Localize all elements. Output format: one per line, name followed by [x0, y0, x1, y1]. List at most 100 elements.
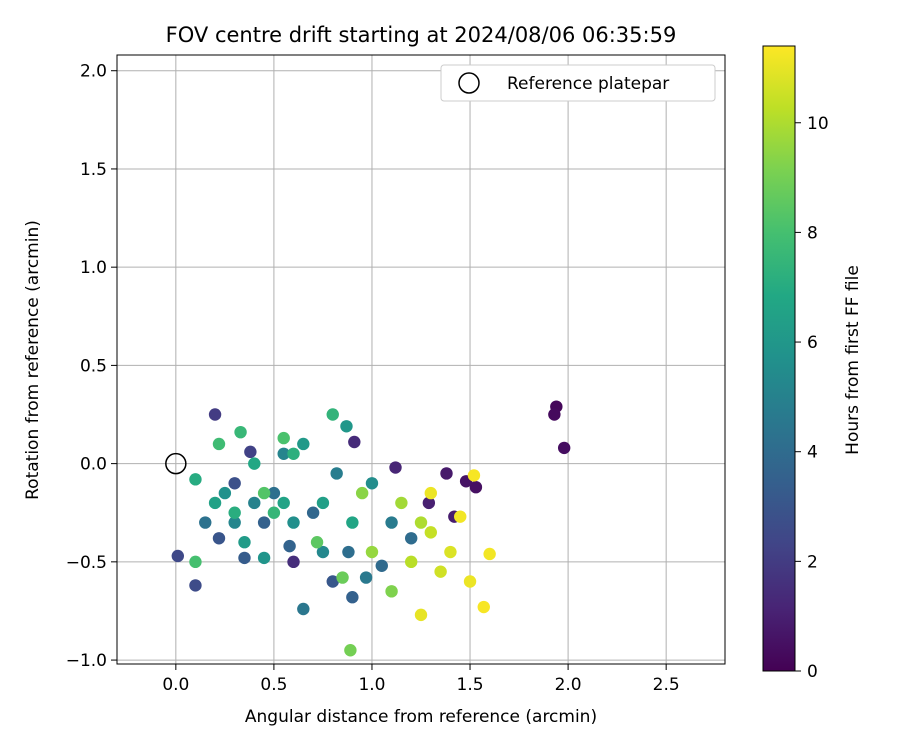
colorbar-tick-label: 2	[807, 552, 818, 572]
data-point	[228, 516, 241, 529]
data-point	[365, 477, 379, 490]
data-point	[218, 486, 232, 500]
data-point	[287, 555, 300, 569]
x-tick-label: 1.5	[457, 675, 484, 695]
data-point	[228, 477, 241, 490]
y-tick-label: −1.0	[66, 651, 107, 671]
data-point	[208, 408, 222, 421]
legend-marker	[458, 72, 480, 94]
y-tick-label: 2.0	[80, 62, 107, 82]
data-point	[277, 496, 290, 510]
data-point	[238, 551, 251, 565]
data-point	[316, 496, 330, 510]
colorbar-gradient	[762, 45, 796, 672]
grid	[117, 55, 725, 664]
data-point	[257, 551, 271, 565]
data-point	[326, 575, 339, 588]
data-point	[346, 591, 359, 604]
y-ticks: −1.0 −0.5 0.0 0.5 1.0 1.5 2.0	[66, 62, 117, 671]
data-point	[336, 571, 349, 584]
data-point	[385, 585, 398, 598]
legend: Reference platepar	[440, 64, 716, 102]
data-point	[248, 457, 261, 470]
x-tick-label: 2.0	[555, 675, 582, 695]
y-tick-label: 0.0	[80, 455, 107, 475]
data-point	[557, 441, 571, 455]
data-point	[287, 516, 300, 529]
data-point	[414, 516, 428, 529]
data-point	[316, 545, 330, 559]
data-point	[424, 526, 438, 539]
colorbar-tick-label: 6	[807, 333, 818, 353]
y-tick-label: 1.5	[80, 160, 107, 180]
x-tick-label: 1.0	[358, 675, 385, 695]
y-tick-label: −0.5	[66, 553, 107, 573]
colorbar-tick-label: 4	[807, 443, 818, 463]
data-point	[234, 425, 247, 439]
x-tick-label: 0.5	[260, 675, 287, 695]
colorbar-ticks: 0 2 4 6 8 10	[795, 114, 829, 682]
data-point	[283, 539, 296, 553]
x-ticks: 0.0 0.5 1.0 1.5 2.0 2.5	[162, 664, 680, 695]
data-point	[287, 447, 300, 460]
data-point	[389, 461, 402, 474]
data-point	[189, 473, 202, 486]
data-point	[267, 486, 281, 500]
colorbar: 0 2 4 6 8 10 Hours from first FF file	[762, 45, 863, 682]
data-point	[355, 486, 369, 500]
data-point	[395, 496, 408, 510]
data-point	[257, 486, 271, 500]
data-point	[199, 516, 212, 529]
data-point	[477, 600, 490, 614]
data-point	[348, 435, 361, 449]
data-point	[297, 437, 310, 451]
data-point	[310, 536, 324, 549]
colorbar-label: Hours from first FF file	[843, 265, 863, 455]
data-point	[326, 408, 339, 421]
data-point	[463, 575, 477, 588]
colorbar-tick-label: 8	[807, 223, 818, 243]
data-point	[454, 510, 467, 523]
data-point	[365, 545, 379, 559]
data-point	[212, 532, 226, 545]
y-tick-label: 0.5	[80, 356, 107, 376]
data-point	[359, 571, 373, 584]
data-point	[375, 559, 388, 572]
data-point	[404, 532, 418, 545]
data-point	[440, 467, 453, 480]
data-point	[342, 545, 355, 559]
data-point	[306, 506, 320, 519]
data-point	[340, 420, 353, 433]
data-point	[424, 486, 438, 500]
x-tick-label: 0.0	[162, 675, 189, 695]
data-point	[483, 547, 496, 561]
data-point	[171, 549, 184, 563]
data-point	[267, 506, 281, 519]
data-point	[238, 536, 251, 549]
data-point	[330, 467, 343, 480]
data-point	[444, 545, 457, 559]
data-point	[277, 431, 290, 445]
data-point	[208, 496, 222, 510]
data-point	[344, 644, 357, 657]
colorbar-tick-label: 10	[807, 114, 829, 134]
reference-marker	[165, 452, 187, 475]
data-point	[422, 496, 436, 510]
data-point	[469, 480, 483, 494]
x-axis-label: Angular distance from reference (arcmin)	[245, 707, 597, 727]
data-point	[414, 608, 428, 622]
legend-label: Reference platepar	[507, 74, 669, 94]
data-point	[212, 437, 226, 451]
data-point	[548, 408, 561, 421]
data-point	[434, 565, 447, 578]
data-point	[346, 516, 359, 529]
plot-frame	[116, 54, 726, 665]
colorbar-tick-label: 0	[807, 662, 818, 682]
plot-area: 0.0 0.5 1.0 1.5 2.0 2.5 −1.0 −0.5 0.0 0.5 1.0 1.5 2…	[66, 54, 726, 695]
data-point	[244, 445, 257, 459]
data-point	[404, 555, 418, 569]
data-point	[189, 579, 202, 592]
data-point	[277, 447, 290, 460]
data-point	[297, 602, 310, 616]
